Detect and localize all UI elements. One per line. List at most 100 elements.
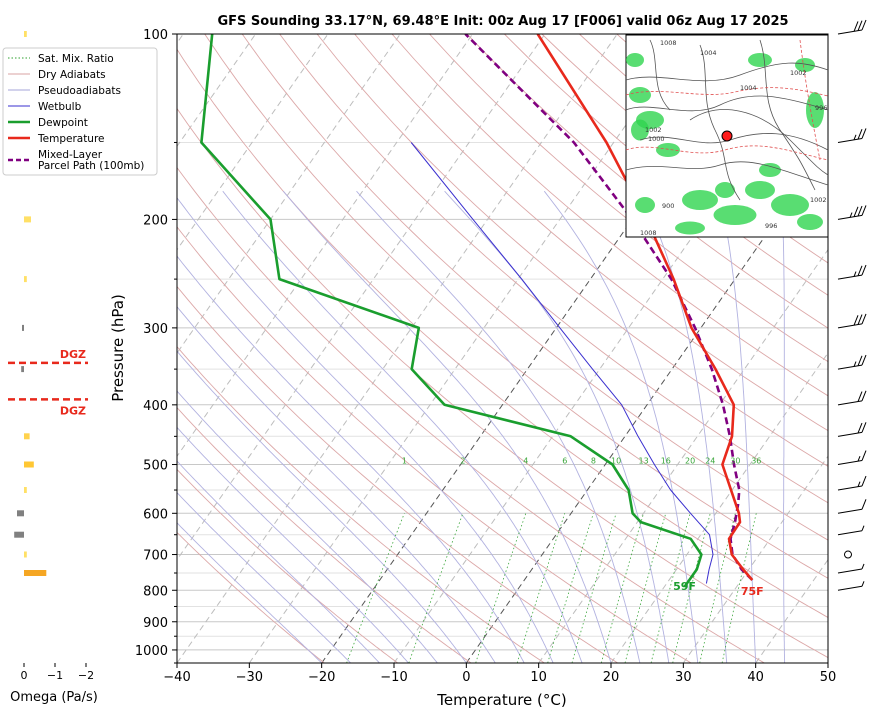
contour-label: 1004 — [740, 84, 757, 92]
mixing-ratio-label: 16 — [661, 456, 671, 465]
precip-area — [629, 87, 651, 103]
legend-box — [2, 47, 158, 176]
mixing-ratio-label: 36 — [751, 456, 761, 465]
mixing-ratio-label: 20 — [685, 456, 695, 465]
isobar-contour — [649, 39, 671, 111]
sounding-location-marker — [721, 130, 733, 142]
isobar-contour — [625, 161, 829, 186]
dry-adiabat — [177, 48, 828, 619]
dewpoint-surface-label: 59F — [673, 580, 696, 593]
mixing-ratio-label: 24 — [705, 456, 715, 465]
omega-bar — [24, 433, 30, 440]
barb-flag — [861, 390, 867, 402]
wind-barb — [837, 525, 865, 536]
wind-barb — [837, 563, 865, 574]
mixing-ratio-line — [672, 513, 711, 663]
legend-label: Pseudoadiabats — [38, 85, 121, 97]
contour-label: 1004 — [700, 49, 717, 57]
legend-label: Dewpoint — [38, 117, 88, 129]
isotherm — [177, 34, 618, 663]
omega-bar — [24, 461, 34, 468]
mixing-ratio-label: 4 — [523, 456, 528, 465]
omega-bar — [24, 276, 27, 283]
x-tick-label: 10 — [530, 670, 547, 685]
barb-flag — [861, 422, 867, 433]
barb-half-flag — [857, 456, 861, 462]
dry-adiabat — [177, 285, 618, 663]
dry-adiabat — [177, 346, 545, 663]
isotherm — [177, 34, 546, 561]
barb-flag — [861, 19, 867, 31]
dgz-bottom-label: DGZ — [60, 404, 86, 417]
mixing-ratio-label: 1 — [402, 456, 407, 465]
omega-bar — [24, 487, 27, 493]
barb-flag — [857, 391, 863, 402]
mixing-ratio-line — [721, 513, 757, 663]
precip-area — [715, 182, 735, 198]
temperature-surface-label: 75F — [741, 585, 764, 598]
dry-adiabat — [391, 34, 828, 397]
omega-bar — [22, 324, 24, 331]
y-tick-label: 200 — [143, 213, 168, 228]
series-mixed-layer-parcel-path-100mb — [464, 34, 754, 581]
contour-label: 1002 — [810, 196, 827, 204]
legend-label: Temperature — [37, 133, 105, 145]
isotherm — [393, 42, 828, 663]
omega-bar — [24, 31, 27, 37]
dry-adiabat — [177, 166, 765, 663]
barb-flag — [853, 21, 859, 32]
dry-adiabat — [177, 226, 692, 663]
dry-adiabat — [504, 34, 828, 296]
contour-label: 996 — [815, 104, 827, 112]
barb-flag — [861, 313, 867, 325]
barb-staff — [837, 508, 863, 514]
omega-bar — [17, 510, 24, 517]
barb-half-flag — [861, 581, 865, 587]
x-tick-label: 30 — [675, 670, 692, 685]
dry-adiabat — [177, 468, 398, 663]
precip-area — [635, 197, 655, 213]
wind-barb — [837, 313, 867, 329]
contour-label: 996 — [765, 222, 777, 230]
y-tick-label: 900 — [143, 616, 168, 631]
barb-flag — [861, 450, 867, 461]
mixing-ratio-label: 8 — [591, 456, 596, 465]
barb-flag — [857, 422, 863, 434]
dry-adiabat — [241, 34, 828, 541]
precip-area — [656, 143, 680, 157]
wind-barb-column — [837, 19, 867, 591]
series-temperature — [536, 34, 754, 581]
barb-half-flag — [849, 212, 853, 218]
contour-label: 1008 — [660, 39, 677, 47]
barb-flag — [861, 475, 867, 487]
wind-barb — [837, 499, 867, 514]
barb-flag — [857, 355, 863, 367]
omega-bar — [24, 216, 31, 223]
contour-label: 1008 — [640, 229, 657, 237]
pseudoadiabat — [177, 350, 467, 663]
y-tick-label: 600 — [143, 507, 168, 522]
thickness-contour — [625, 87, 829, 97]
x-tick-label: −20 — [308, 670, 335, 685]
omega-bar — [14, 531, 24, 538]
barb-flag — [857, 265, 863, 276]
inset-map: 1008100410021000996100290099610041002100… — [625, 34, 829, 238]
precip-area — [682, 190, 718, 210]
contour-label: 900 — [662, 202, 674, 210]
mixing-ratio-label: 6 — [562, 456, 567, 465]
mixing-ratio-line — [600, 513, 644, 663]
series-wetbulb — [410, 142, 714, 584]
mixing-ratio-line — [624, 513, 667, 663]
barb-flag — [857, 20, 863, 31]
omega-bar — [24, 570, 47, 576]
isotherm — [177, 34, 401, 354]
dry-adiabat — [279, 34, 828, 504]
chart-title: GFS Sounding 33.17°N, 69.48°E Init: 00z … — [217, 14, 788, 29]
isobar-contour — [699, 44, 741, 201]
wind-barb — [837, 264, 867, 280]
isotherm — [321, 34, 763, 663]
omega-tick-label: 0 — [21, 669, 28, 682]
mixing-ratio-line — [547, 513, 594, 663]
